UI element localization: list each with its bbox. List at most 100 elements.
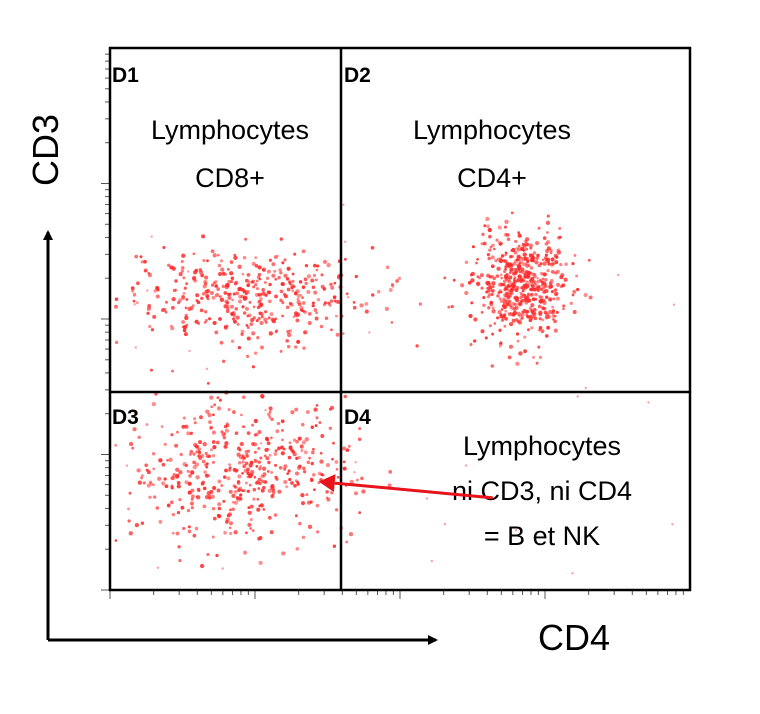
scatter-point-d1	[322, 259, 328, 264]
scatter-point-d3	[247, 510, 252, 515]
x-axis-title: CD4	[538, 617, 610, 658]
scatter-point-d1	[266, 269, 271, 274]
scatter-point-d2	[560, 284, 564, 288]
scatter-point-d2	[544, 334, 549, 338]
scatter-point-d2	[496, 316, 500, 320]
scatter-point-d1	[241, 305, 245, 309]
scatter-point-d2	[537, 263, 542, 268]
scatter-point-d2	[523, 296, 528, 301]
scatter-point-d3	[301, 535, 306, 540]
scatter-point-d3	[132, 427, 137, 432]
scatter-point-d3	[267, 488, 272, 493]
scatter-point-d3	[298, 521, 302, 526]
scatter-point-d2	[536, 279, 540, 284]
scatter-point-d1	[256, 275, 261, 279]
scatter-point-d2	[491, 332, 495, 336]
scatter-point-d1	[252, 285, 256, 289]
scatter-point-d2	[518, 351, 523, 356]
scatter-point-d1	[279, 349, 283, 353]
scatter-point-d1	[146, 306, 151, 311]
scatter-point-d3	[194, 526, 199, 531]
scatter-point-d3	[288, 477, 292, 482]
scatter-point-d2	[504, 225, 507, 229]
scatter-point-d1	[264, 281, 267, 284]
scatter-point-d2	[540, 283, 544, 287]
scatter-point-d2	[542, 261, 547, 266]
scatter-point-d2	[520, 286, 524, 290]
scatter-point-d1	[274, 317, 278, 321]
scatter-point-d3	[255, 480, 260, 485]
scatter-point-d1	[268, 282, 272, 287]
scatter-point-d2	[542, 272, 547, 277]
scatter-point-d3	[334, 460, 339, 464]
scatter-point-d3	[238, 497, 242, 500]
scatter-point-d3	[269, 530, 274, 535]
scatter-point-d1	[225, 309, 230, 314]
scatter-point-d3	[282, 447, 286, 451]
scatter-point-d3	[257, 477, 262, 482]
scatter-point-d2	[534, 297, 538, 301]
scatter-point-d1	[326, 262, 331, 268]
scatter-point-d1	[278, 268, 282, 272]
scatter-point-d2	[529, 271, 532, 275]
scatter-point-d3	[244, 481, 248, 485]
scatter-point-d3	[187, 490, 192, 495]
scatter-point-d3	[137, 480, 142, 485]
scatter-point-d1	[184, 313, 189, 318]
scatter-point-d3	[202, 486, 207, 491]
scatter-point-d2	[537, 345, 541, 349]
scatter-point-d1	[291, 272, 295, 276]
scatter-point-d2	[541, 318, 545, 322]
scatter-point-d3	[342, 466, 347, 471]
scatter-point-d3	[295, 547, 300, 551]
scatter-point-d1	[192, 270, 198, 275]
scatter-point-d2	[550, 289, 555, 294]
scatter-point-outlier	[617, 273, 620, 277]
scatter-point-d3	[294, 471, 300, 476]
scatter-point-d2	[554, 260, 559, 265]
scatter-point-d1	[274, 277, 278, 281]
scatter-point-d1	[204, 282, 208, 286]
scatter-point-d2	[516, 339, 520, 343]
scatter-point-outlier	[264, 409, 267, 412]
scatter-point-d2	[488, 248, 492, 252]
scatter-point-d3	[161, 462, 166, 467]
scatter-point-d1	[301, 285, 305, 289]
scatter-point-d2	[487, 227, 492, 233]
scatter-point-d3	[224, 468, 228, 473]
scatter-point-d2	[550, 270, 555, 274]
scatter-point-d1	[307, 320, 312, 326]
scatter-point-d3	[242, 489, 246, 493]
scatter-point-d3	[228, 466, 232, 470]
scatter-point-d1	[211, 295, 216, 300]
scatter-point-d3	[233, 489, 238, 494]
scatter-point-d1	[162, 307, 167, 312]
scatter-point-d2	[524, 270, 529, 275]
scatter-point-d3	[311, 447, 315, 451]
scatter-point-d1	[218, 317, 222, 321]
scatter-point-d3	[236, 446, 241, 451]
scatter-point-d3	[216, 396, 220, 400]
scatter-point-d1	[210, 283, 215, 287]
scatter-point-d1	[259, 320, 264, 326]
scatter-point-d1	[234, 307, 239, 311]
scatter-point-d3	[277, 446, 281, 451]
scatter-point-d2	[470, 278, 475, 283]
scatter-point-d3	[223, 475, 227, 479]
scatter-point-d3	[178, 470, 183, 475]
scatter-point-d1	[180, 269, 184, 273]
scatter-point-d3	[328, 426, 333, 431]
scatter-point-d3	[259, 465, 262, 468]
scatter-point-d2	[485, 216, 490, 222]
scatter-point-d1	[229, 260, 234, 264]
scatter-point-d3	[222, 499, 226, 503]
scatter-point-d2	[538, 310, 543, 315]
scatter-point-d1	[185, 323, 189, 327]
scatter-point-d3	[293, 483, 297, 488]
scatter-point-d1	[443, 276, 447, 280]
scatter-point-d2	[547, 285, 552, 290]
scatter-point-d1	[320, 273, 324, 277]
scatter-point-d3	[246, 431, 251, 435]
scatter-point-d1	[219, 259, 224, 263]
scatter-point-d1	[237, 286, 243, 291]
